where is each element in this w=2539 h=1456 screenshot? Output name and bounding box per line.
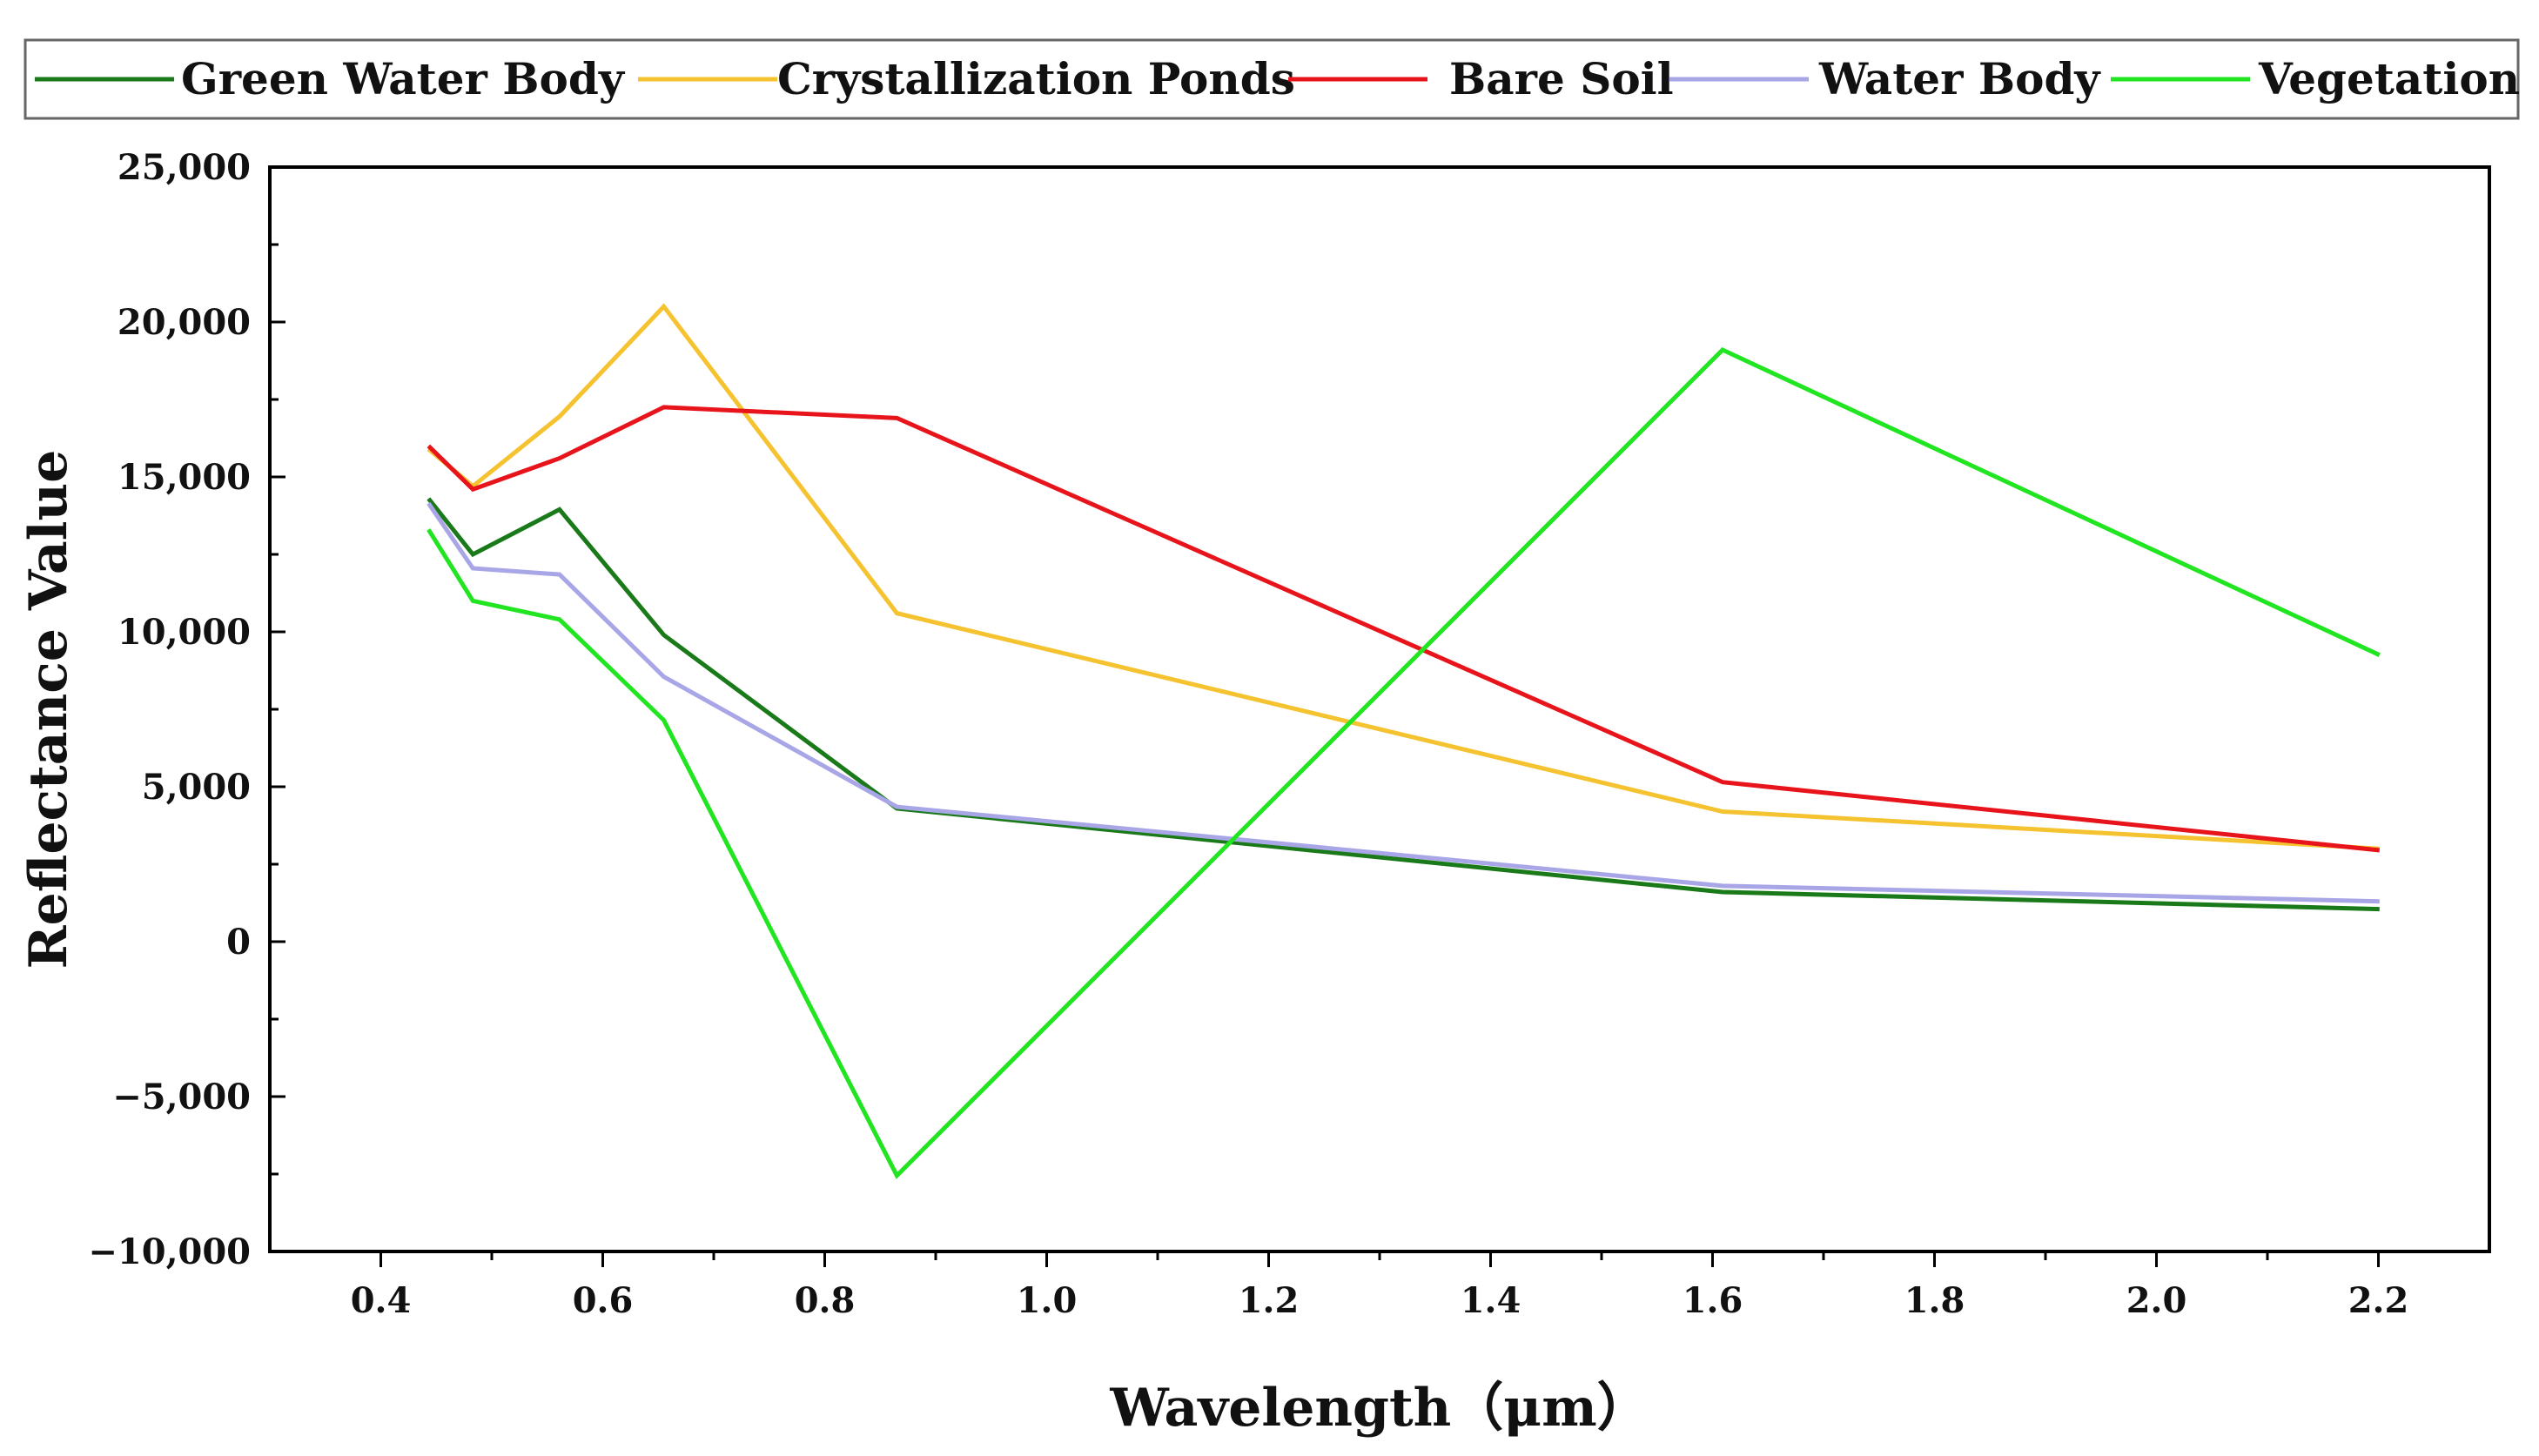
- y-tick-label-2: 0: [226, 922, 251, 963]
- legend-label-0: Green Water Body: [181, 53, 626, 104]
- y-tick-label-4: 10,000: [118, 612, 251, 653]
- legend-box: [24, 38, 2520, 120]
- x-tick-label-2: 0.8: [795, 1280, 856, 1321]
- y-axis: −10,000 −5,000 0 5,000 10,000 15,000 20,000 25,…: [88, 147, 285, 1272]
- y-tick-label-1: −5,000: [112, 1077, 251, 1117]
- y-tick-label-3: 5,000: [142, 767, 251, 808]
- legend-label-3: Water Body: [1818, 53, 2101, 104]
- legend-label-1: Crystallization Ponds: [777, 53, 1295, 104]
- series-line-vegetation: [427, 346, 2381, 1179]
- x-tick-label-8: 2.0: [2126, 1280, 2187, 1321]
- y-tick-label-7: 25,000: [118, 147, 251, 188]
- series-layer: [427, 303, 2381, 1179]
- x-tick-label-3: 1.0: [1017, 1280, 1078, 1321]
- legend-label-2: Bare Soil: [1449, 53, 1674, 104]
- series-line-green-water-body: [427, 497, 2380, 912]
- plot-frame: [268, 165, 2491, 1253]
- x-tick-label-1: 0.6: [573, 1280, 634, 1321]
- legend: Green Water Body Crystallization Ponds Bar…: [35, 53, 2520, 104]
- x-tick-label-9: 2.2: [2348, 1280, 2409, 1321]
- x-tick-label-6: 1.6: [1683, 1280, 1743, 1321]
- series-line-water-body: [427, 501, 2380, 904]
- x-axis: 0.4 0.6 0.8 1.0 1.2 1.4 1.6 1.8 2.0 2.2: [351, 1251, 2409, 1321]
- y-tick-label-5: 15,000: [118, 457, 251, 498]
- x-axis-title: Wavelength（μm）: [1109, 1378, 1649, 1439]
- legend-label-4: Vegetation: [2258, 53, 2520, 104]
- series-line-crystallization-ponds: [427, 303, 2380, 851]
- x-tick-label-0: 0.4: [351, 1280, 412, 1321]
- x-tick-label-7: 1.8: [1904, 1280, 1965, 1321]
- y-tick-label-0: −10,000: [88, 1231, 251, 1272]
- x-tick-label-4: 1.2: [1239, 1280, 1300, 1321]
- series-line-bare-soil: [427, 405, 2381, 853]
- y-axis-title: Reflectance Value: [18, 450, 79, 970]
- x-tick-label-5: 1.4: [1461, 1280, 1521, 1321]
- y-tick-label-6: 20,000: [118, 302, 251, 343]
